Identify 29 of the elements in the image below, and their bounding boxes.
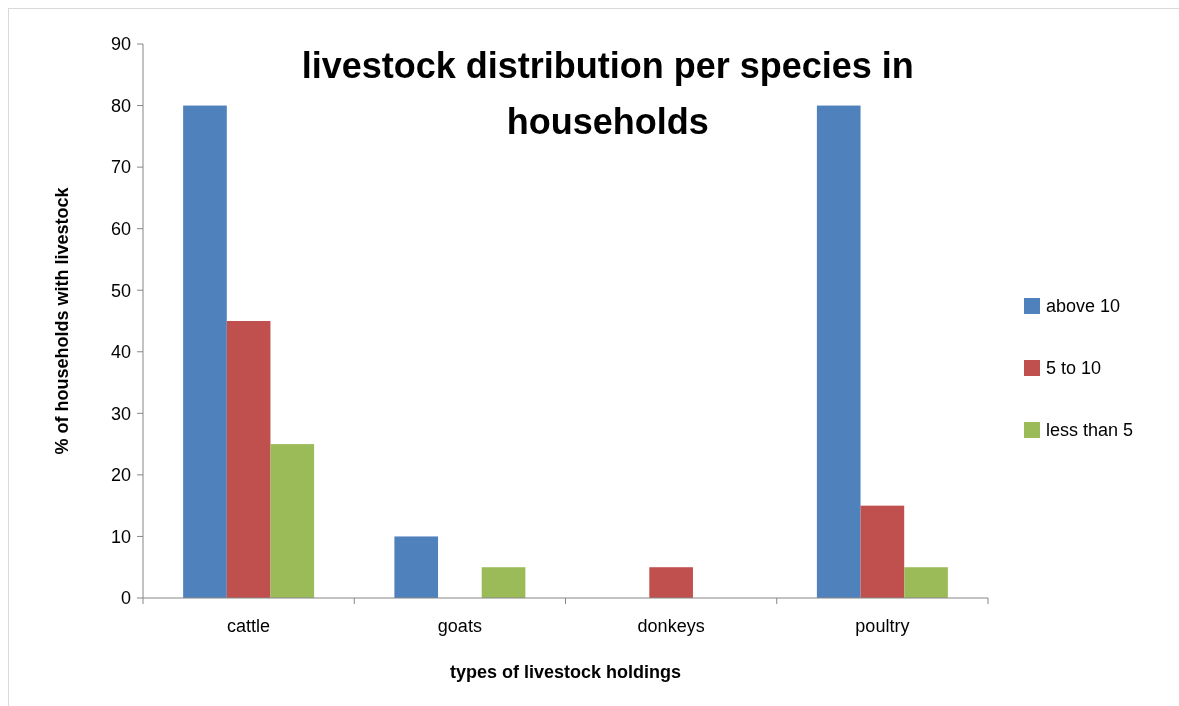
- y-tick-label: 10: [110, 526, 131, 547]
- x-tick-label: donkeys: [637, 616, 705, 636]
- x-tick-label: goats: [437, 616, 482, 636]
- legend-label: above 10: [1046, 296, 1121, 317]
- y-tick-label: 90: [110, 34, 131, 55]
- bar: [270, 444, 315, 598]
- legend-label: 5 to 10: [1046, 358, 1102, 379]
- y-tick-label: 80: [110, 95, 131, 116]
- x-tick-label: poultry: [855, 616, 910, 636]
- bar: [481, 567, 526, 598]
- text: livestock distribution per species in households: [301, 45, 914, 142]
- legend-label: less than 5: [1046, 420, 1134, 441]
- y-tick-label: 70: [110, 157, 131, 178]
- y-tick-label: 20: [110, 465, 131, 486]
- bar: [226, 321, 271, 598]
- y-tick-label: 40: [110, 342, 131, 363]
- y-tick-label: 0: [120, 588, 131, 609]
- y-tick-label: 60: [110, 218, 131, 239]
- y-tick-label: 50: [110, 280, 131, 301]
- bar: [649, 567, 693, 598]
- bar: [394, 536, 439, 598]
- bar: [816, 105, 861, 598]
- bar: [860, 505, 905, 598]
- x-axis-title: types of livestock holdings: [449, 662, 682, 682]
- y-axis-title: % of households with livestock: [52, 186, 72, 455]
- x-tick-label: cattle: [227, 616, 271, 636]
- bar: [183, 105, 227, 598]
- bar: [904, 567, 948, 598]
- y-tick-label: 30: [110, 403, 131, 424]
